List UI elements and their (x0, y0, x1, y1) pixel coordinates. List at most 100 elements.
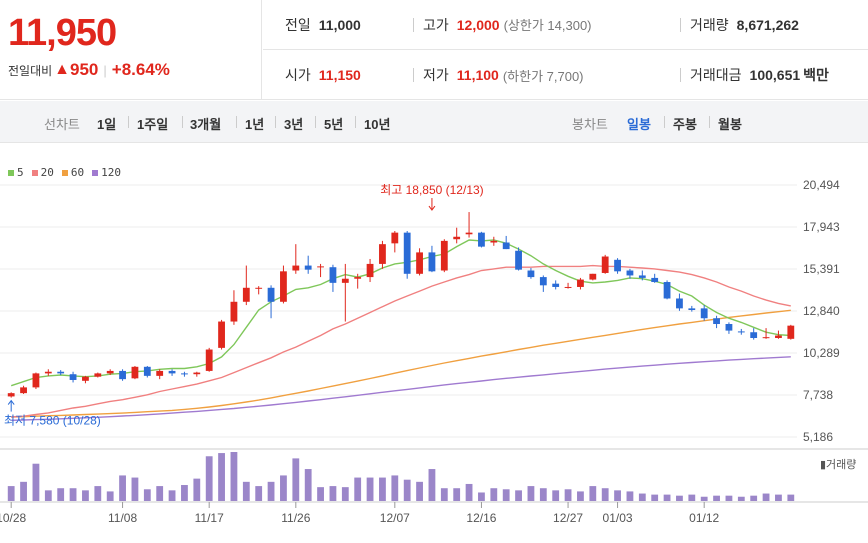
x-tick-label: 10/28 (0, 511, 27, 525)
divider (275, 116, 276, 128)
candle-body (69, 374, 77, 380)
y-tick-label: 10,289 (803, 346, 840, 360)
volume-bar (577, 491, 584, 501)
volume-bar (601, 488, 609, 501)
candle-monthly[interactable]: 월봉 (718, 117, 742, 132)
candle-body (341, 278, 349, 283)
candle-body (614, 259, 621, 272)
candle-body (539, 277, 547, 286)
candle-body (143, 366, 151, 376)
volume-bar (638, 493, 646, 501)
volume-bar (502, 489, 510, 501)
volume-bar (69, 488, 77, 501)
period-3m[interactable]: 3개월 (190, 117, 222, 132)
prev-close-value: 11,000 (318, 16, 361, 33)
candle-body (292, 265, 300, 271)
volume-bar (119, 475, 126, 501)
divider (664, 116, 665, 128)
volume-bar (205, 456, 213, 501)
candle-body (57, 371, 65, 374)
volume-bar (416, 481, 423, 501)
current-price: 11,950 (8, 12, 117, 54)
candle-body (391, 232, 399, 244)
x-tick-label: 12/07 (380, 511, 410, 525)
divider (315, 116, 316, 128)
volume-bar (515, 490, 522, 501)
ma120-line (11, 356, 791, 421)
candle-body (106, 370, 114, 374)
candle-body (440, 240, 448, 271)
legend-label: 120 (101, 166, 121, 179)
y-tick-label: 12,840 (803, 304, 840, 318)
volume-bar (762, 493, 770, 501)
candle-body (601, 256, 609, 273)
high-annotation-arrow-head (428, 205, 436, 211)
candle-weekly[interactable]: 주봉 (673, 117, 697, 132)
candle-body (515, 250, 522, 270)
y-tick-label: 20,494 (803, 178, 840, 192)
volume-bar (366, 477, 374, 501)
line-chart-label: 선차트 (44, 117, 80, 132)
candle-body (181, 373, 188, 375)
y-tick-label: 15,391 (803, 262, 840, 276)
volume-bar (267, 481, 275, 501)
volume-bar (737, 496, 745, 501)
volume-bar (354, 477, 362, 501)
candle-body (119, 370, 126, 380)
candle-body (490, 240, 498, 243)
x-tick-label: 12/27 (553, 511, 583, 525)
volume-bar (20, 481, 27, 501)
volume-bar (218, 453, 225, 501)
candle-body (428, 252, 436, 272)
legend-ma5: 5 (8, 166, 24, 179)
open-price: 시가 11,150 (285, 65, 361, 85)
candle-body (267, 287, 275, 302)
candle-body (379, 244, 386, 264)
candle-body (465, 232, 473, 235)
chart-legend: 5 20 60 120 (8, 166, 121, 179)
candle-body (750, 332, 758, 338)
divider (413, 18, 414, 32)
volume-bar (329, 486, 337, 501)
volume-bar (292, 458, 300, 501)
volume-bar (94, 486, 102, 501)
period-1d[interactable]: 1일 (97, 117, 117, 132)
x-tick-label: 11/08 (108, 511, 137, 525)
candle-daily[interactable]: 일봉 (627, 117, 651, 132)
period-1y[interactable]: 1년 (245, 117, 265, 132)
period-10y[interactable]: 10년 (364, 117, 391, 132)
candle-body (577, 279, 584, 287)
volume-bar (193, 478, 201, 501)
candle-body (787, 325, 795, 339)
volume-bar (57, 488, 65, 501)
y-tick-label: 5,186 (803, 430, 833, 444)
volume-bar (7, 486, 15, 501)
divider (680, 68, 681, 82)
candle-body (7, 393, 15, 397)
legend-label: 5 (17, 166, 24, 179)
divider (236, 116, 237, 128)
open-value: 11,150 (318, 67, 361, 83)
candle-body (676, 298, 683, 309)
volume-bar (32, 463, 40, 501)
volume-bar (651, 494, 659, 501)
period-5y[interactable]: 5년 (324, 117, 344, 132)
info-row-1: 전일 11,000 고가 12,000 (상한가 14,300) 거래량 8,6… (263, 0, 868, 50)
candle-body (44, 371, 52, 374)
candle-body (638, 275, 646, 278)
volume-value: 8,671,262 (736, 16, 799, 33)
candle-body (453, 236, 461, 240)
x-tick-label: 01/12 (689, 511, 719, 525)
candle-body (626, 270, 634, 276)
period-3y[interactable]: 3년 (284, 117, 304, 132)
volume-bar (44, 490, 52, 501)
volume-bar (539, 488, 547, 501)
x-tick-label: 11/26 (281, 511, 310, 525)
candle-body (762, 337, 770, 339)
candle-body (416, 252, 423, 274)
quote-header: 11,950 전일대비 ▲ 950 | +8.64% 전일 11,000 고가 … (0, 0, 868, 100)
price-box: 11,950 전일대비 ▲ 950 | +8.64% (0, 0, 262, 100)
period-1w[interactable]: 1주일 (137, 117, 169, 132)
candle-body (688, 308, 696, 311)
